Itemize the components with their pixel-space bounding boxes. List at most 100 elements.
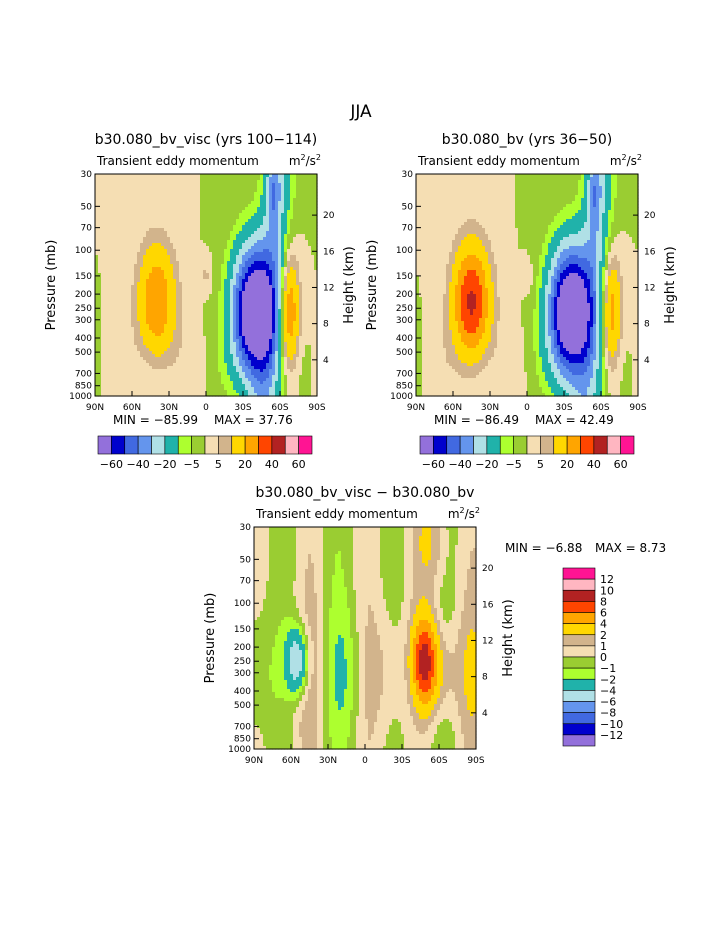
colorbar-swatch xyxy=(473,435,488,455)
colorbar-swatch xyxy=(566,435,581,455)
y-tick-label: 400 xyxy=(396,334,413,344)
x-tick-label: 0 xyxy=(362,756,368,766)
max-label: MAX = 8.73 xyxy=(595,541,666,555)
y2-tick-label: 12 xyxy=(482,636,493,646)
colorbar-swatch xyxy=(562,578,596,591)
y-tick-label: 1000 xyxy=(228,745,251,755)
colorbar-swatch xyxy=(562,712,596,725)
colorbar-label: 40 xyxy=(587,458,601,471)
y-tick-label: 250 xyxy=(396,304,413,314)
y-tick-label: 150 xyxy=(75,272,92,282)
colorbar-label: −20 xyxy=(153,458,176,471)
colorbar-swatch xyxy=(486,435,501,455)
colorbar-swatch xyxy=(419,435,434,455)
y-tick-label: 700 xyxy=(75,369,92,379)
colorbar-swatch xyxy=(526,435,541,455)
y-tick-label: 400 xyxy=(75,334,92,344)
x-tick-label: 90N xyxy=(86,403,104,413)
colorbar-label: −1 xyxy=(600,662,616,675)
y2-axis-label: Height (km) xyxy=(663,246,678,323)
y-tick-label: 150 xyxy=(234,625,251,635)
colorbar-label: 5 xyxy=(537,458,544,471)
colorbar-swatch xyxy=(620,435,635,455)
colorbar-label: 2 xyxy=(600,629,607,642)
colorbar-label: −8 xyxy=(600,707,616,720)
contour-panel-1: b30.080_bv_visc (yrs 100−114) Transient e… xyxy=(44,132,357,427)
panels: b30.080_bv_visc (yrs 100−114) Transient e… xyxy=(44,132,678,766)
colorbar-label: −40 xyxy=(127,458,150,471)
y-tick-label: 700 xyxy=(234,722,251,732)
colorbar-swatch xyxy=(218,435,233,455)
y2-tick-label: 4 xyxy=(644,356,650,366)
colorbar-swatch xyxy=(562,612,596,624)
colorbar-swatch xyxy=(446,435,461,455)
y-tick-label: 100 xyxy=(396,246,413,256)
colorbar-label: −10 xyxy=(600,718,623,731)
y-tick-label: 200 xyxy=(234,643,251,653)
y-tick-label: 500 xyxy=(75,348,92,358)
units-label: m2/s2 xyxy=(610,153,642,168)
colorbar-label: 1 xyxy=(600,640,607,653)
y2-axis-label: Height (km) xyxy=(342,246,357,323)
colorbar-swatch xyxy=(433,435,448,455)
colorbar-label: 20 xyxy=(560,458,574,471)
y-tick-label: 50 xyxy=(240,555,252,565)
colorbar-label: 20 xyxy=(238,458,252,471)
y-tick-label: 150 xyxy=(396,272,413,282)
colorbar-panel-2: −60 −40 −20 −5 5 20 40 60 xyxy=(419,435,635,471)
colorbar-swatch xyxy=(562,734,596,747)
x-tick-label: 30N xyxy=(160,403,178,413)
max-label: MAX = 42.49 xyxy=(535,413,614,427)
y-tick-label: 500 xyxy=(396,348,413,358)
y2-tick-label: 16 xyxy=(482,600,494,610)
colorbar-swatch xyxy=(513,435,528,455)
colorbar-swatch xyxy=(562,723,596,736)
colorbar-swatch xyxy=(562,634,596,647)
colorbar-swatch xyxy=(298,435,313,455)
colorbar-swatch xyxy=(562,645,596,658)
y2-tick-label: 4 xyxy=(482,709,488,719)
panel-subtitle: Transient eddy momentum xyxy=(255,507,418,521)
colorbar-swatch xyxy=(562,567,596,580)
colorbar-swatch xyxy=(137,435,152,455)
units-label: m2/s2 xyxy=(289,153,321,168)
colorbar-label: −6 xyxy=(600,696,616,709)
y2-tick-label: 12 xyxy=(323,283,334,293)
panel-title: b30.080_bv (yrs 36−50) xyxy=(442,132,613,148)
colorbar-swatch xyxy=(553,435,568,455)
colorbar-swatch xyxy=(606,435,621,455)
colorbar-label: −4 xyxy=(600,684,616,697)
y-tick-label: 30 xyxy=(81,170,93,180)
colorbar-swatch xyxy=(562,678,596,691)
x-tick-label: 30N xyxy=(319,756,337,766)
y2-tick-label: 16 xyxy=(323,247,335,257)
contour-fill xyxy=(416,174,639,397)
colorbar-label: 6 xyxy=(600,607,607,620)
y2-tick-label: 12 xyxy=(644,283,655,293)
x-tick-label: 60S xyxy=(430,756,447,766)
colorbar-label: −5 xyxy=(506,458,522,471)
y2-tick-label: 16 xyxy=(644,247,656,257)
y2-tick-label: 8 xyxy=(323,320,329,330)
colorbar-swatch xyxy=(593,435,608,455)
x-tick-label: 30N xyxy=(481,403,499,413)
panel-subtitle: Transient eddy momentum xyxy=(417,154,580,168)
y-tick-label: 200 xyxy=(396,290,413,300)
x-tick-label: 60N xyxy=(444,403,462,413)
x-tick-label: 30S xyxy=(555,403,572,413)
units-label: m2/s2 xyxy=(448,506,480,521)
colorbar-swatch xyxy=(111,435,126,455)
y-tick-label: 850 xyxy=(396,382,413,392)
colorbar-swatch xyxy=(562,623,596,636)
colorbar-swatch xyxy=(562,667,596,680)
colorbar-label: 5 xyxy=(215,458,222,471)
colorbar-label: −12 xyxy=(600,729,623,742)
y-tick-label: 250 xyxy=(75,304,92,314)
y2-tick-label: 20 xyxy=(323,211,335,221)
colorbar-swatch xyxy=(124,435,139,455)
y-axis-label: Pressure (mb) xyxy=(44,240,59,331)
colorbar-label: −60 xyxy=(100,458,123,471)
y-tick-label: 400 xyxy=(234,687,251,697)
